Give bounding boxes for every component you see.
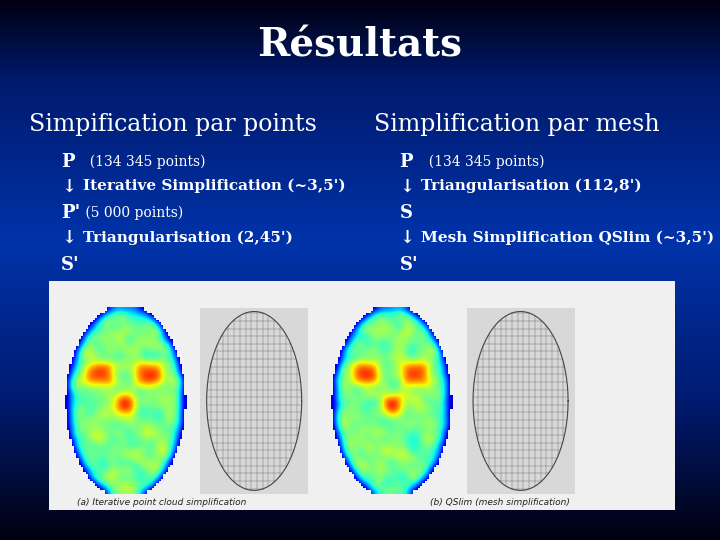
Text: P: P — [400, 153, 413, 171]
Text: ↓: ↓ — [61, 177, 76, 195]
Text: P': P' — [61, 204, 81, 222]
Bar — [467, 308, 575, 494]
Text: Iterative Simplification (~3,5'): Iterative Simplification (~3,5') — [83, 179, 346, 193]
Text: S': S' — [61, 255, 80, 274]
Text: (134 345 points): (134 345 points) — [81, 155, 206, 169]
Bar — [200, 308, 308, 494]
Bar — [49, 281, 675, 510]
Text: Simplification par mesh: Simplification par mesh — [374, 113, 660, 136]
Text: Mesh Simplification QSlim (~3,5'): Mesh Simplification QSlim (~3,5') — [421, 231, 714, 245]
Text: Triangularisation (112,8'): Triangularisation (112,8') — [421, 179, 642, 193]
Text: (a) Iterative point cloud simplification: (a) Iterative point cloud simplification — [77, 497, 247, 507]
Text: ↓: ↓ — [61, 228, 76, 247]
Text: (134 345 points): (134 345 points) — [420, 155, 544, 169]
Text: S: S — [400, 204, 413, 222]
Text: S': S' — [400, 255, 418, 274]
Text: Triangularisation (2,45'): Triangularisation (2,45') — [83, 231, 292, 245]
Text: (b) QSlim (mesh simplification): (b) QSlim (mesh simplification) — [431, 497, 570, 507]
Text: Résultats: Résultats — [258, 27, 462, 65]
Text: ↓: ↓ — [400, 177, 415, 195]
Text: ↓: ↓ — [400, 228, 415, 247]
Text: Simpification par points: Simpification par points — [29, 113, 317, 136]
Text: (5 000 points): (5 000 points) — [81, 206, 184, 220]
Text: P: P — [61, 153, 75, 171]
